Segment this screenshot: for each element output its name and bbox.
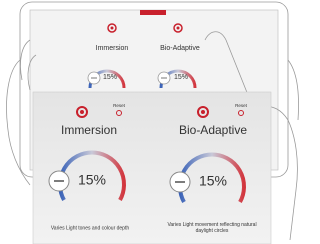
dial-value: 15%: [174, 74, 188, 81]
panel-title: Immersion: [61, 123, 117, 137]
dial-value: 15%: [103, 74, 117, 81]
panel-title: Immersion: [96, 45, 129, 52]
panel-title: Bio-Adaptive: [179, 123, 247, 137]
description-box: Varies Light movement reflecting natural…: [160, 222, 264, 240]
reset-label[interactable]: Reset: [113, 103, 126, 108]
dial-value: 15%: [78, 172, 106, 188]
panel-title: Bio-Adaptive: [160, 45, 200, 52]
illustration: Immersion 15% Bio-Adaptive 15% Immersion…: [0, 0, 302, 244]
reset-label[interactable]: Reset: [235, 103, 248, 108]
description: Varies Light tones and colour depth: [51, 225, 130, 231]
description: Varies Light movement reflecting natural…: [160, 222, 264, 234]
dial-value: 15%: [199, 173, 227, 189]
